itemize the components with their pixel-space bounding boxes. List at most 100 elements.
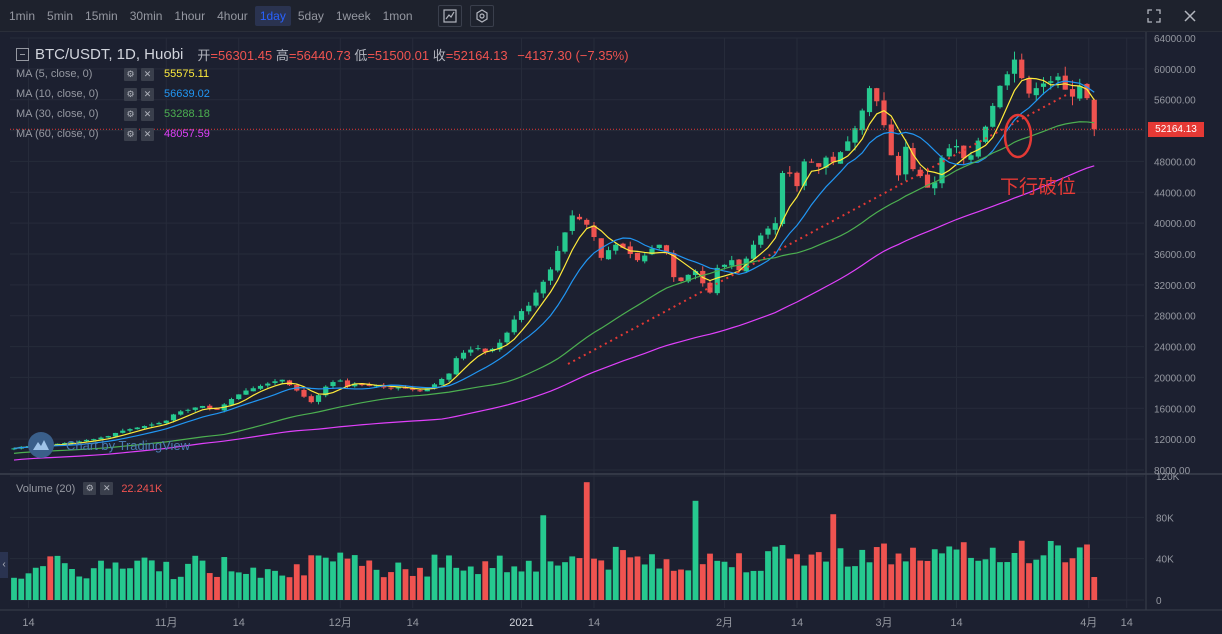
price-tick-label: 12000.00 — [1154, 435, 1196, 446]
settings-icon[interactable] — [470, 5, 494, 27]
candle-body — [678, 277, 684, 281]
volume-bar — [366, 560, 373, 600]
volume-bar — [685, 570, 692, 600]
tradingview-watermark[interactable]: Chart by TradingView — [28, 432, 190, 458]
volume-bar — [214, 576, 220, 600]
candle-body — [576, 216, 583, 220]
volume-bar — [982, 559, 989, 600]
volume-settings-icon[interactable]: ⚙ — [83, 482, 97, 495]
candle-body — [932, 182, 938, 189]
close-icon[interactable] — [1180, 6, 1200, 26]
ma-legend-row: MA (30, close, 0) ⚙ ✕ 53288.18 — [16, 104, 629, 124]
ma-settings-icon[interactable]: ⚙ — [124, 87, 137, 101]
volume-bar — [264, 569, 271, 600]
candle-body — [1033, 88, 1039, 96]
price-tick-label: 16000.00 — [1154, 404, 1196, 415]
price-tick-label: 44000.00 — [1154, 188, 1196, 199]
volume-bar — [453, 567, 460, 600]
candle-body — [257, 385, 264, 389]
candle-body — [961, 145, 967, 159]
price-tick-label: 20000.00 — [1154, 373, 1196, 384]
candle-body — [424, 388, 430, 392]
candle-body — [787, 172, 793, 174]
candle-body — [98, 437, 104, 440]
ma-remove-icon[interactable]: ✕ — [141, 107, 154, 121]
timeframe-1hour[interactable]: 1hour — [174, 9, 206, 23]
volume-bar — [83, 578, 90, 600]
candle-body — [852, 128, 858, 143]
volume-bar — [605, 569, 612, 600]
candle-body — [1084, 83, 1090, 99]
candle-body — [1069, 89, 1076, 97]
candle-body — [526, 305, 532, 312]
price-tick-label: 28000.00 — [1154, 312, 1196, 323]
timeframe-30min[interactable]: 30min — [129, 9, 163, 23]
ma-value: 55575.11 — [164, 68, 210, 80]
ma-name: MA (60, close, 0) — [16, 128, 99, 140]
volume-bar — [177, 576, 184, 600]
timeframe-15min[interactable]: 15min — [85, 9, 118, 23]
volume-bar — [257, 577, 264, 600]
volume-bar — [134, 560, 141, 600]
volume-bar — [1011, 552, 1018, 600]
timeframe-1mon[interactable]: 1mon — [382, 9, 413, 23]
candle-body — [540, 281, 546, 294]
candle-body — [939, 157, 945, 184]
ma-remove-icon[interactable]: ✕ — [141, 127, 154, 141]
ma-settings-icon[interactable]: ⚙ — [124, 107, 137, 121]
low-value: =51500.01 — [367, 47, 430, 63]
timeframe-1day[interactable]: 1day — [254, 6, 291, 26]
close-value: =52164.13 — [445, 47, 508, 63]
timeframe-1week[interactable]: 1week — [335, 9, 371, 23]
candle-body — [250, 388, 256, 392]
chart-legend: BTC/USDT, 1D, Huobi 开=56301.45 高=56440.7… — [16, 44, 629, 144]
time-tick-label: 3月 — [875, 617, 892, 629]
candle-body — [127, 429, 133, 431]
candle-body — [634, 252, 641, 261]
volume-bar — [656, 568, 663, 600]
candle-body — [1004, 74, 1010, 86]
candle-body — [192, 407, 198, 410]
price-tick-label: 32000.00 — [1154, 281, 1196, 292]
volume-bar — [881, 543, 887, 600]
volume-bar — [670, 570, 677, 600]
candle-body — [105, 436, 111, 438]
dotted-trendline[interactable] — [567, 93, 1069, 365]
volume-bar — [975, 560, 982, 600]
volume-bar — [344, 558, 351, 600]
ma-remove-icon[interactable]: ✕ — [141, 67, 154, 81]
volume-bar — [308, 555, 315, 600]
candle-body — [1091, 99, 1097, 130]
volume-bar — [424, 576, 431, 600]
volume-bar — [221, 557, 228, 600]
volume-bar — [431, 554, 438, 600]
volume-remove-icon[interactable]: ✕ — [100, 482, 114, 495]
timeframe-1min[interactable]: 1min — [9, 9, 36, 23]
ma-settings-icon[interactable]: ⚙ — [124, 67, 137, 81]
volume-bar — [765, 551, 771, 600]
candle-body — [707, 282, 713, 293]
volume-bar — [728, 567, 735, 600]
volume-legend: Volume (20) ⚙ ✕ 22.241K — [16, 482, 162, 495]
candle-body — [982, 126, 989, 142]
collapse-icon[interactable] — [16, 47, 29, 61]
timeframe-5min[interactable]: 5min — [47, 9, 74, 23]
candle-body — [76, 441, 82, 443]
ma-settings-icon[interactable]: ⚙ — [124, 127, 137, 141]
candle-body — [975, 140, 981, 157]
volume-bar — [322, 557, 329, 600]
candle-body — [1011, 59, 1018, 74]
fullscreen-icon[interactable] — [1144, 6, 1164, 26]
volume-bar — [968, 557, 974, 600]
indicator-icon[interactable] — [438, 5, 462, 27]
pane-resize-handle[interactable]: ‹ — [0, 552, 8, 578]
ma10-line — [13, 80, 1095, 449]
timeframe-5day[interactable]: 5day — [297, 9, 324, 23]
candle-body — [721, 264, 728, 267]
price-tick-label: 8000.00 — [1154, 466, 1191, 477]
timeframe-4hour[interactable]: 4hour — [217, 9, 248, 23]
ma-remove-icon[interactable]: ✕ — [141, 87, 154, 101]
close-label: 收 — [432, 47, 446, 63]
volume-bar — [47, 556, 54, 600]
